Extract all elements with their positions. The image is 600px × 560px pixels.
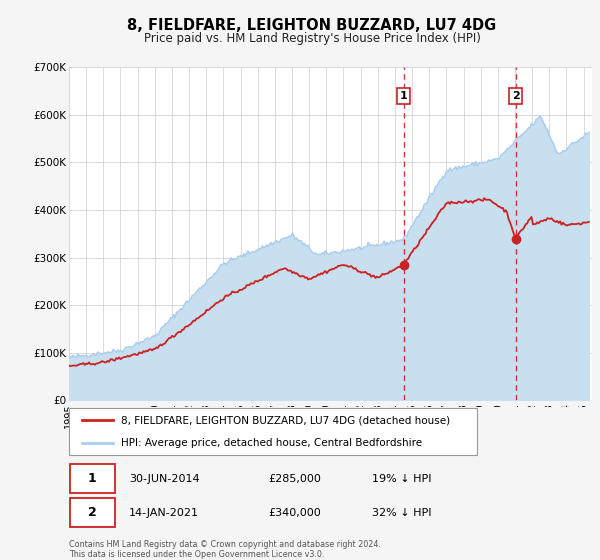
Text: 19% ↓ HPI: 19% ↓ HPI [373,474,432,483]
Text: 14-JAN-2021: 14-JAN-2021 [129,508,199,518]
Text: £285,000: £285,000 [268,474,320,483]
Text: 1: 1 [400,91,407,101]
FancyBboxPatch shape [70,464,115,493]
Text: 8, FIELDFARE, LEIGHTON BUZZARD, LU7 4DG: 8, FIELDFARE, LEIGHTON BUZZARD, LU7 4DG [127,18,497,32]
FancyBboxPatch shape [70,498,115,528]
Text: This data is licensed under the Open Government Licence v3.0.: This data is licensed under the Open Gov… [69,550,325,559]
Text: 2: 2 [88,506,97,519]
Text: 32% ↓ HPI: 32% ↓ HPI [373,508,432,518]
FancyBboxPatch shape [69,408,477,455]
Text: HPI: Average price, detached house, Central Bedfordshire: HPI: Average price, detached house, Cent… [121,438,422,448]
Text: 30-JUN-2014: 30-JUN-2014 [129,474,200,483]
Text: Contains HM Land Registry data © Crown copyright and database right 2024.: Contains HM Land Registry data © Crown c… [69,540,381,549]
Text: 8, FIELDFARE, LEIGHTON BUZZARD, LU7 4DG (detached house): 8, FIELDFARE, LEIGHTON BUZZARD, LU7 4DG … [121,416,451,426]
Text: 1: 1 [88,472,97,485]
Text: Price paid vs. HM Land Registry's House Price Index (HPI): Price paid vs. HM Land Registry's House … [143,31,481,45]
Text: 2: 2 [512,91,520,101]
Text: £340,000: £340,000 [268,508,320,518]
